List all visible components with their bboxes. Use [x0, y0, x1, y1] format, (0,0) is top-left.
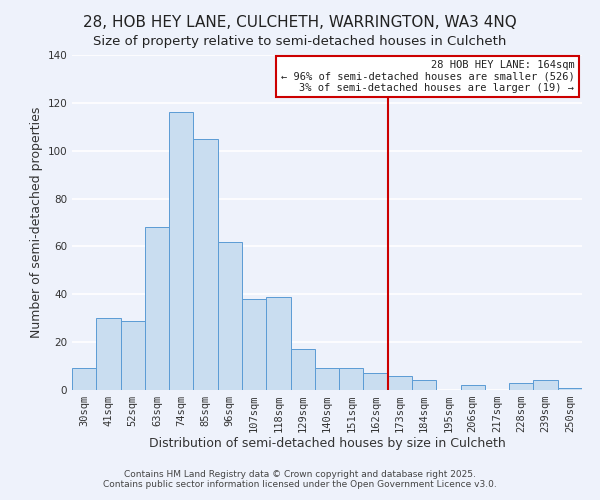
- Text: 28 HOB HEY LANE: 164sqm
← 96% of semi-detached houses are smaller (526)
3% of se: 28 HOB HEY LANE: 164sqm ← 96% of semi-de…: [281, 60, 574, 93]
- Bar: [169, 112, 193, 390]
- Bar: [509, 383, 533, 390]
- Bar: [96, 318, 121, 390]
- Text: Contains HM Land Registry data © Crown copyright and database right 2025.
Contai: Contains HM Land Registry data © Crown c…: [103, 470, 497, 489]
- Bar: [242, 299, 266, 390]
- X-axis label: Distribution of semi-detached houses by size in Culcheth: Distribution of semi-detached houses by …: [149, 436, 505, 450]
- Bar: [388, 376, 412, 390]
- Bar: [412, 380, 436, 390]
- Bar: [290, 350, 315, 390]
- Bar: [339, 368, 364, 390]
- Bar: [266, 296, 290, 390]
- Text: Size of property relative to semi-detached houses in Culcheth: Size of property relative to semi-detach…: [94, 35, 506, 48]
- Text: 28, HOB HEY LANE, CULCHETH, WARRINGTON, WA3 4NQ: 28, HOB HEY LANE, CULCHETH, WARRINGTON, …: [83, 15, 517, 30]
- Bar: [193, 138, 218, 390]
- Bar: [533, 380, 558, 390]
- Bar: [145, 228, 169, 390]
- Y-axis label: Number of semi-detached properties: Number of semi-detached properties: [30, 107, 43, 338]
- Bar: [218, 242, 242, 390]
- Bar: [364, 373, 388, 390]
- Bar: [461, 385, 485, 390]
- Bar: [121, 320, 145, 390]
- Bar: [315, 368, 339, 390]
- Bar: [72, 368, 96, 390]
- Bar: [558, 388, 582, 390]
